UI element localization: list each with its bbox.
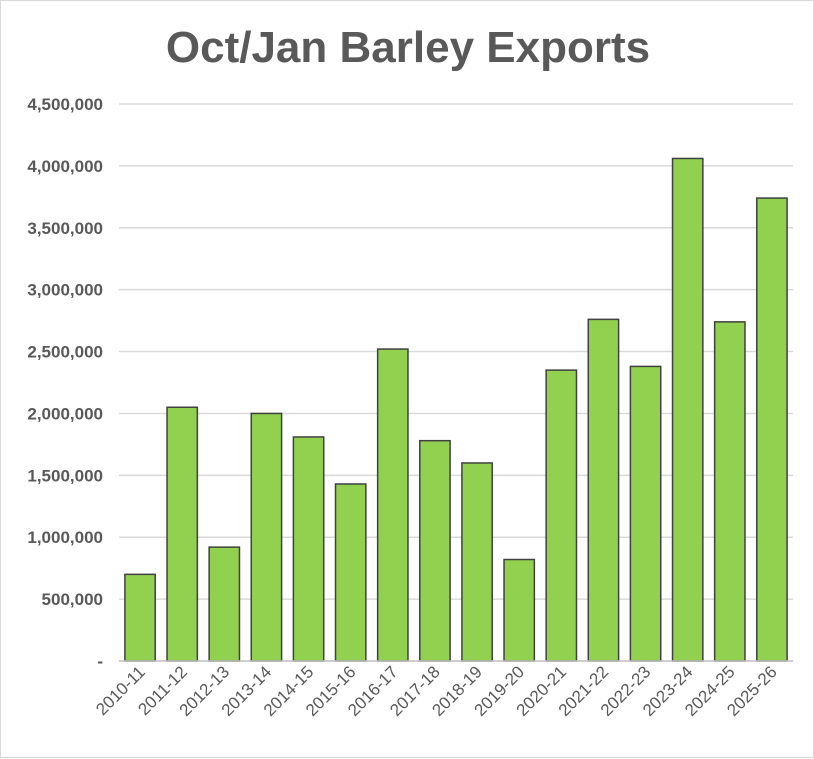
bars: [124, 157, 788, 662]
chart-title: Oct/Jan Barley Exports: [165, 23, 651, 72]
bar-2018-19: [461, 462, 493, 662]
bar-2011-12: [166, 406, 199, 662]
bar-2020-21: [545, 369, 578, 662]
bar-2023-24: [671, 157, 704, 662]
y-tick-label: 4,000,000: [27, 157, 103, 176]
y-tick-label: 2,500,000: [27, 343, 103, 362]
y-tick-label: 1,000,000: [27, 528, 103, 547]
y-tick-label: 4,500,000: [27, 95, 103, 114]
y-tick-label: 3,000,000: [27, 281, 103, 300]
y-axis-tick-labels: - 500,000 1,000,000 1,500,000 2,000,000 2,500…: [27, 95, 103, 671]
bar-2015-16: [334, 483, 367, 662]
y-tick-label: 2,000,000: [27, 404, 103, 423]
bar-2012-13: [208, 546, 241, 662]
bar-2024-25: [713, 321, 746, 662]
bar-2019-20: [503, 558, 536, 662]
y-tick-label: 1,500,000: [27, 466, 103, 485]
bar-2025-26: [756, 197, 788, 662]
y-tick-label: 500,000: [42, 590, 103, 609]
x-axis-category-labels: 2010-112011-122012-132013-142014-152015-…: [92, 662, 781, 720]
bar-2017-18: [419, 439, 451, 662]
bar-2013-14: [250, 412, 283, 662]
bar-2022-23: [629, 365, 662, 662]
bar-2010-11: [124, 573, 156, 662]
y-tick-label: 3,500,000: [27, 219, 103, 238]
bar-2021-22: [587, 318, 620, 662]
bar-2014-15: [292, 436, 325, 662]
y-tick-label: -: [97, 652, 103, 671]
bar-2016-17: [376, 348, 409, 662]
